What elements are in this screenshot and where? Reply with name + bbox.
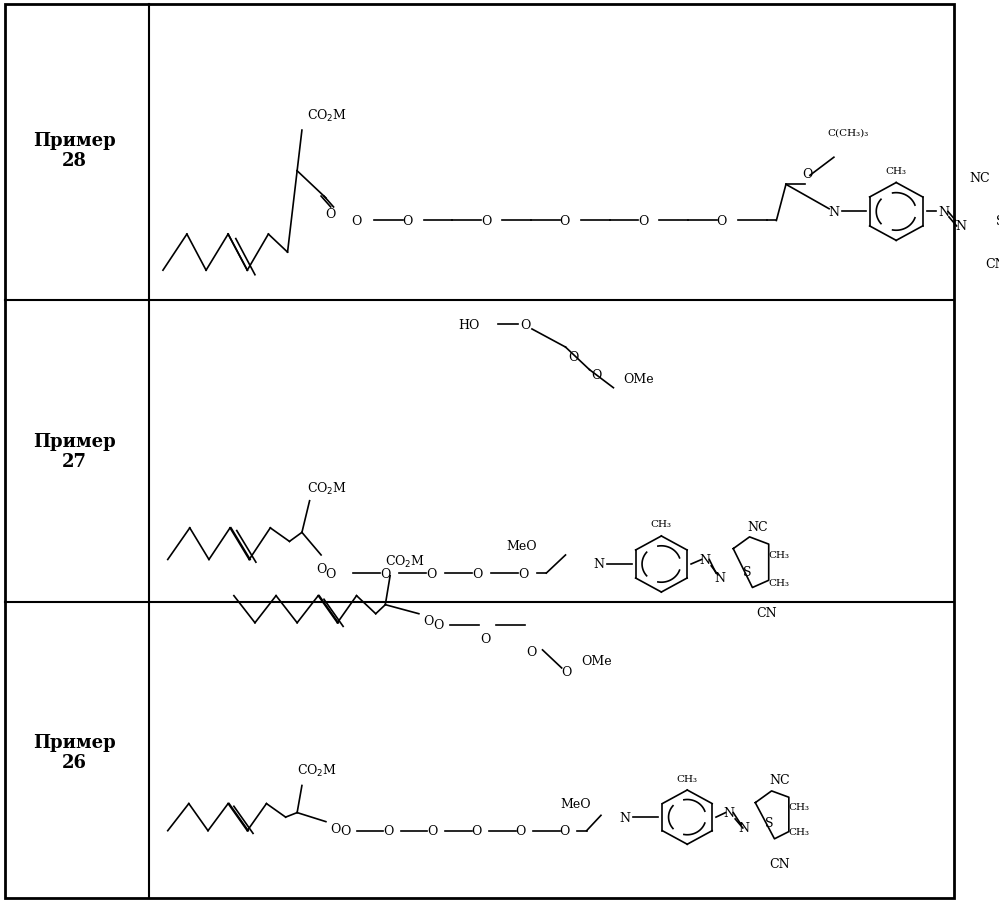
Text: O: O bbox=[326, 208, 336, 220]
Text: N: N bbox=[938, 206, 949, 219]
Text: O: O bbox=[383, 824, 394, 837]
Text: O: O bbox=[591, 368, 601, 381]
Text: CO$_2$M: CO$_2$M bbox=[307, 107, 347, 124]
Text: O: O bbox=[568, 350, 578, 363]
Text: CH₃: CH₃ bbox=[676, 774, 697, 783]
Text: NC: NC bbox=[969, 172, 990, 185]
Text: O: O bbox=[403, 215, 413, 228]
Text: O: O bbox=[525, 646, 536, 658]
Text: MeO: MeO bbox=[560, 797, 591, 810]
Text: CO$_2$M: CO$_2$M bbox=[297, 762, 338, 778]
Text: HO: HO bbox=[458, 319, 480, 331]
Text: O: O bbox=[326, 567, 336, 580]
Text: O: O bbox=[340, 824, 351, 837]
Text: NC: NC bbox=[769, 774, 789, 787]
Text: O: O bbox=[316, 563, 327, 575]
Text: O: O bbox=[381, 567, 391, 580]
Text: CH₃: CH₃ bbox=[789, 802, 810, 811]
Text: Пример
27: Пример 27 bbox=[33, 433, 116, 470]
Text: O: O bbox=[472, 824, 482, 837]
Text: O: O bbox=[427, 567, 437, 580]
Text: O: O bbox=[559, 215, 569, 228]
Text: OMe: OMe bbox=[623, 373, 653, 386]
Text: CO$_2$M: CO$_2$M bbox=[386, 553, 426, 569]
Text: O: O bbox=[638, 215, 648, 228]
Text: S: S bbox=[996, 215, 999, 228]
Text: CH₃: CH₃ bbox=[768, 551, 790, 560]
Text: N: N bbox=[593, 558, 604, 571]
Text: CO$_2$M: CO$_2$M bbox=[307, 480, 347, 497]
Text: OMe: OMe bbox=[580, 655, 611, 667]
Text: O: O bbox=[473, 567, 483, 580]
Text: CH₃: CH₃ bbox=[886, 167, 907, 176]
Text: O: O bbox=[433, 619, 444, 631]
Text: O: O bbox=[716, 215, 727, 228]
Text: O: O bbox=[428, 824, 438, 837]
Text: O: O bbox=[802, 168, 812, 181]
Text: CH₃: CH₃ bbox=[789, 827, 810, 836]
Text: NC: NC bbox=[747, 521, 767, 534]
Text: N: N bbox=[714, 572, 725, 584]
Text: CN: CN bbox=[769, 857, 789, 870]
Text: N: N bbox=[723, 806, 734, 819]
Text: CN: CN bbox=[986, 257, 999, 270]
Text: C(CH₃)₃: C(CH₃)₃ bbox=[827, 128, 869, 137]
Text: Пример
26: Пример 26 bbox=[33, 733, 116, 771]
Text: N: N bbox=[699, 554, 710, 566]
Text: O: O bbox=[352, 215, 362, 228]
Text: O: O bbox=[559, 824, 569, 837]
Text: N: N bbox=[828, 206, 839, 219]
Text: S: S bbox=[765, 816, 774, 829]
Text: MeO: MeO bbox=[506, 540, 536, 553]
Text: N: N bbox=[956, 219, 967, 232]
Text: O: O bbox=[424, 614, 434, 627]
Text: CH₃: CH₃ bbox=[768, 578, 790, 587]
Text: O: O bbox=[480, 632, 491, 645]
Text: S: S bbox=[743, 565, 752, 578]
Text: O: O bbox=[481, 215, 492, 228]
Text: Пример
28: Пример 28 bbox=[33, 132, 116, 170]
Text: CN: CN bbox=[756, 606, 777, 619]
Text: O: O bbox=[561, 666, 571, 678]
Text: CH₃: CH₃ bbox=[651, 519, 672, 528]
Text: O: O bbox=[331, 822, 341, 834]
Text: O: O bbox=[518, 567, 528, 580]
Text: O: O bbox=[515, 824, 525, 837]
Text: O: O bbox=[520, 319, 530, 331]
Text: N: N bbox=[738, 822, 749, 834]
Text: N: N bbox=[619, 811, 630, 824]
